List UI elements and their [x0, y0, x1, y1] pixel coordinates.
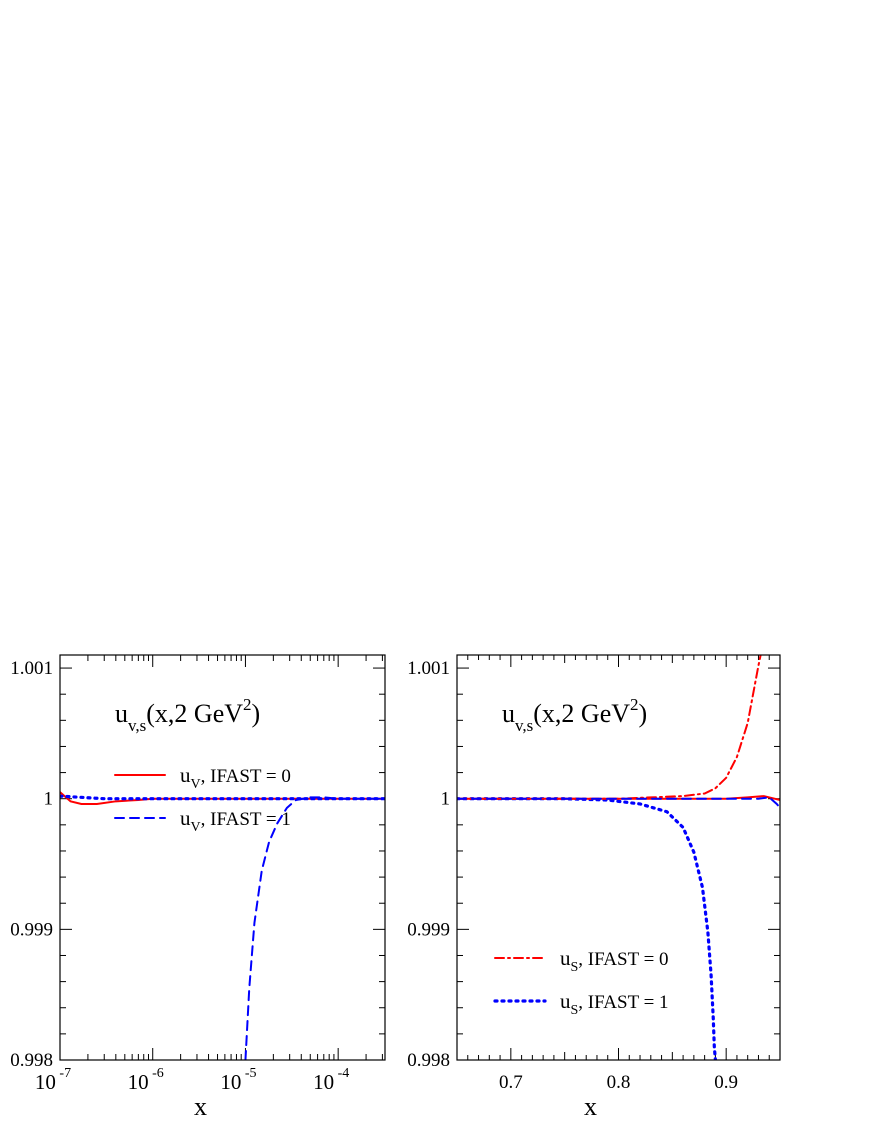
- x-tick-label: 0.8: [607, 1072, 631, 1093]
- x-tick-exponent: -7: [56, 1066, 71, 1081]
- y-tick-label: 0.998: [407, 1050, 450, 1071]
- legend-label: uS, IFAST = 0: [560, 946, 669, 975]
- x-axis-label: x: [584, 1092, 597, 1121]
- chart-title: uv,s(x,2 GeV2): [115, 695, 260, 735]
- legend-main: u: [560, 989, 571, 1013]
- legend-main: u: [560, 946, 571, 970]
- plot-frame: [456, 654, 781, 1061]
- x-tick-base: 10: [35, 1070, 56, 1094]
- title-rest: (x,2 GeV: [146, 699, 243, 728]
- legend-subscript: V: [191, 777, 201, 792]
- y-tick-label: 1: [44, 789, 54, 810]
- title-subscript: v,s: [128, 716, 146, 735]
- x-tick-label: 0.7: [499, 1072, 523, 1093]
- x-axis-label: x: [194, 1092, 207, 1121]
- title-main: u: [115, 699, 128, 728]
- x-tick-base: 10: [128, 1070, 149, 1094]
- x-tick-label: 10 -6: [128, 1066, 164, 1094]
- x-tick-label: 10 -5: [220, 1066, 256, 1094]
- title-close: ): [252, 699, 261, 728]
- title-main: u: [502, 699, 515, 728]
- title-superscript: 2: [630, 695, 639, 714]
- legend-rest: , IFAST = 0: [578, 949, 668, 970]
- series-line-1: [457, 655, 762, 800]
- x-tick-label: 10 -7: [35, 1066, 71, 1094]
- legend-subscript: S: [571, 1003, 579, 1018]
- legend-label: uV, IFAST = 1: [180, 806, 291, 835]
- y-tick-label: 1.001: [407, 658, 450, 679]
- y-tick-label: 0.999: [10, 919, 53, 940]
- plot-frame: [59, 654, 386, 1061]
- y-tick-label: 0.998: [10, 1050, 53, 1071]
- legend-subscript: S: [571, 960, 579, 975]
- legend-label: uS, IFAST = 1: [560, 989, 669, 1018]
- legend-rest: , IFAST = 1: [578, 992, 668, 1013]
- x-tick-exponent: -4: [334, 1066, 349, 1081]
- legend-rest: , IFAST = 0: [201, 766, 291, 787]
- title-close: ): [639, 699, 648, 728]
- title-superscript: 2: [243, 695, 252, 714]
- y-tick-label: 0.999: [407, 919, 450, 940]
- legend-label: uV, IFAST = 0: [180, 763, 291, 792]
- legend-rest: , IFAST = 1: [201, 809, 291, 830]
- legend-subscript: V: [191, 820, 201, 835]
- legend-main: u: [180, 806, 191, 830]
- x-tick-exponent: -6: [149, 1066, 164, 1081]
- series-line-4: [457, 796, 780, 809]
- series-line-2: [457, 797, 717, 1060]
- x-tick-base: 10: [220, 1070, 241, 1094]
- series-line-3: [60, 794, 385, 801]
- y-tick-label: 1: [441, 789, 451, 810]
- series-line-2: [244, 796, 385, 1060]
- x-tick-base: 10: [313, 1070, 334, 1094]
- x-tick-exponent: -5: [241, 1066, 256, 1081]
- chart-title: uv,s(x,2 GeV2): [502, 695, 647, 735]
- title-subscript: v,s: [515, 716, 533, 735]
- y-tick-label: 1.001: [10, 658, 53, 679]
- x-tick-label: 10 -4: [313, 1066, 349, 1094]
- legend-main: u: [180, 763, 191, 787]
- x-tick-label: 0.9: [714, 1072, 738, 1093]
- title-rest: (x,2 GeV: [533, 699, 630, 728]
